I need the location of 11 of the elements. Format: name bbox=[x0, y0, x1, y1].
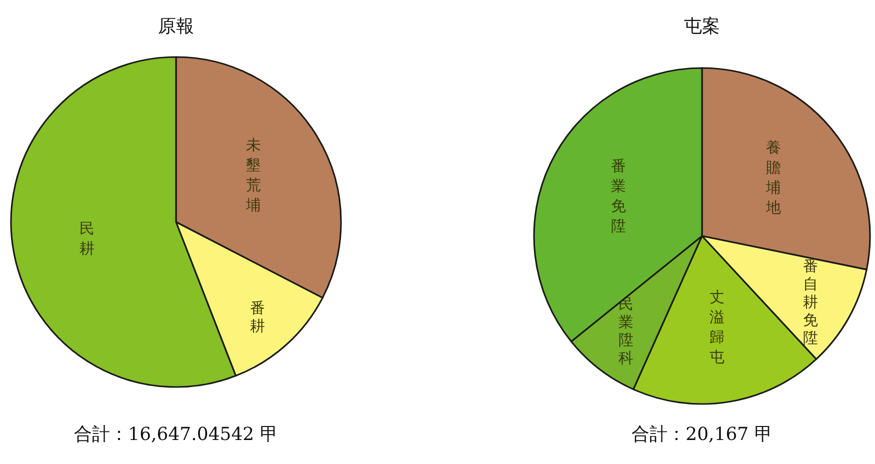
chart-title: 原報 bbox=[158, 16, 194, 37]
slice-label: 番業免陞 bbox=[611, 157, 626, 236]
slice-label: 民耕 bbox=[79, 220, 94, 258]
slice-label: 養贍埔地 bbox=[765, 138, 782, 217]
slice-label: 丈溢歸屯 bbox=[710, 288, 725, 366]
text: 合計：16,647.04542 甲 bbox=[74, 424, 278, 445]
slice-label: 番耕 bbox=[250, 298, 266, 335]
text: 合計：20,167 甲 bbox=[632, 424, 772, 445]
chart-title: 屯案 bbox=[684, 16, 720, 37]
slice-label: 未墾荒埔 bbox=[245, 136, 262, 214]
slice-label: 番自耕免陞 bbox=[802, 257, 818, 348]
